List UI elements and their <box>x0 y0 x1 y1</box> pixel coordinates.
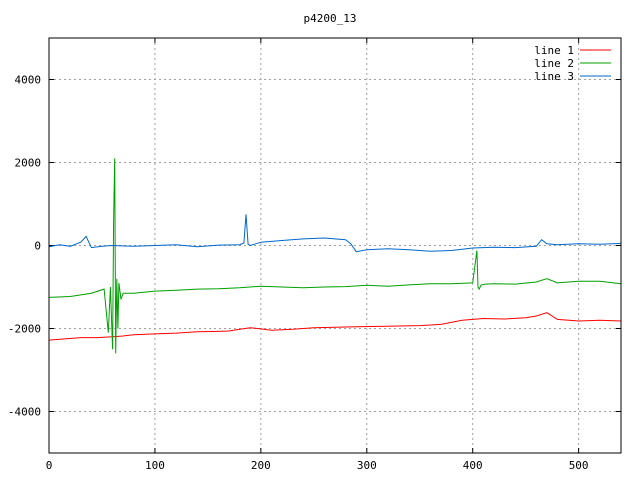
legend-label: line 2 <box>534 57 574 70</box>
x-tick-label: 300 <box>357 459 377 472</box>
x-tick-label: 400 <box>463 459 483 472</box>
x-tick-label: 0 <box>46 459 53 472</box>
series-lines <box>48 158 622 354</box>
x-tick-label: 100 <box>145 459 165 472</box>
series-line-3 <box>48 214 622 253</box>
grid <box>49 38 621 453</box>
series-line-2 <box>48 158 622 354</box>
legend-label: line 3 <box>534 70 574 83</box>
chart-title: p4200_13 <box>304 12 357 25</box>
x-tick-label: 500 <box>569 459 589 472</box>
plot-frame <box>48 37 622 454</box>
y-tick-label: -4000 <box>8 406 41 419</box>
y-tick-label: -2000 <box>8 323 41 336</box>
series-line-1 <box>48 312 622 341</box>
axis-ticks: 0 100 200 300 400 500 -4000 -2000 0 2000 4000 <box>8 38 621 472</box>
y-tick-label: 2000 <box>15 157 42 170</box>
y-tick-label: 0 <box>34 240 41 253</box>
legend-label: line 1 <box>534 44 574 57</box>
x-tick-label: 200 <box>251 459 271 472</box>
y-tick-label: 4000 <box>15 74 42 87</box>
